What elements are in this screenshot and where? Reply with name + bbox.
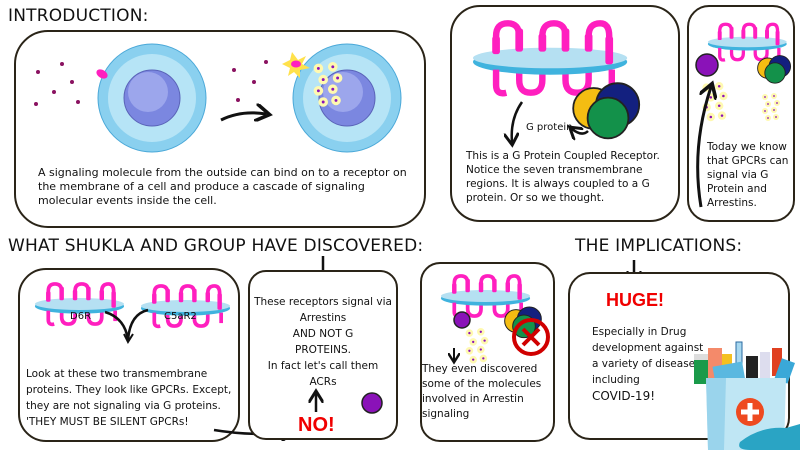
intro-text: A signaling molecule from the outside ca…: [38, 166, 407, 207]
section-heading-introduction: INTRODUCTION:: [8, 6, 149, 26]
silent-text: Look at these two transmembrane proteins…: [26, 368, 232, 428]
implications-text: Especially in Drug development against a…: [592, 324, 722, 404]
arrow-left-icon: [572, 129, 589, 134]
acrs-line: These receptors signal via: [254, 296, 392, 308]
no-label: NO!: [298, 414, 335, 436]
acrs-line: In fact let's call them: [267, 360, 379, 372]
arrestin-icon: [453, 311, 471, 329]
acrs-line: PROTEINS.: [295, 344, 351, 356]
cell-signaling-illustration: [34, 43, 402, 153]
arrow-down-icon: [512, 101, 524, 142]
implications-line: COVID-19!: [592, 389, 656, 403]
cell-right: [282, 43, 402, 153]
arrow-right-icon: [220, 113, 266, 120]
arrestin-icon: [361, 392, 383, 414]
molecules-text: They even discovered some of the molecul…: [422, 363, 542, 420]
acrs-line: Arrestins: [299, 312, 347, 324]
d6r-label: D6R: [70, 311, 92, 322]
section-heading-discovered: WHAT SHUKLA AND GROUP HAVE DISCOVERED:: [8, 236, 424, 256]
cell-left: [96, 43, 207, 153]
panel-molecules: They even discovered some of the molecul…: [420, 262, 555, 442]
huge-label: HUGE!: [606, 290, 664, 310]
implications-line: development against: [592, 342, 704, 354]
arrestin-icon: [695, 53, 719, 77]
c5ar2-label: C5aR2: [164, 311, 197, 322]
medicine-kit-icon: [694, 341, 800, 450]
implications-line: including: [592, 374, 640, 386]
section-heading-implications: THE IMPLICATIONS:: [575, 236, 743, 256]
arrow-up-icon: [696, 87, 711, 208]
implications-line: Especially in Drug: [592, 326, 687, 338]
today-text: Today we know that GPCRs can signal via …: [707, 141, 789, 209]
panel-silent-gpcrs: D6R C5aR2 Look at these two transmembran…: [18, 268, 240, 442]
ligand-dots: [34, 60, 268, 106]
implications-line: a variety of diseases: [592, 358, 701, 370]
g-protein-label: G protein.: [526, 122, 576, 133]
acrs-text: These receptors signal via Arrestins AND…: [250, 294, 396, 390]
panel-acrs: These receptors signal via Arrestins AND…: [248, 270, 398, 440]
acrs-line: AND NOT G: [292, 328, 354, 340]
cross-icon: [512, 318, 550, 356]
merge-arrow-icon: [104, 308, 149, 341]
panel-gpcr: G protein. This is a G Protein Coupled R…: [450, 5, 680, 222]
panel-today: Today we know that GPCRs can signal via …: [687, 5, 795, 222]
panel-intro: A signaling molecule from the outside ca…: [14, 30, 426, 228]
gpcr-text: This is a G Protein Coupled Receptor. No…: [466, 150, 660, 204]
acrs-line: ACRs: [309, 376, 337, 388]
